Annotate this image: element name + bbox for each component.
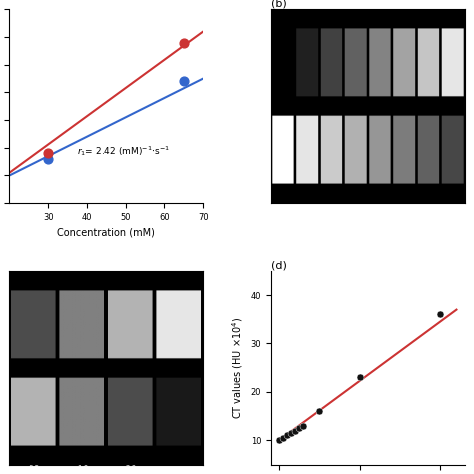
Text: 2.0: 2.0 bbox=[126, 465, 137, 472]
Point bbox=[292, 427, 299, 435]
Y-axis label: CT values (HU ×10$^4$): CT values (HU ×10$^4$) bbox=[230, 317, 245, 419]
Point bbox=[283, 432, 291, 439]
Text: 1.0: 1.0 bbox=[77, 465, 88, 472]
Point bbox=[180, 39, 188, 46]
Point bbox=[356, 374, 364, 381]
Point bbox=[300, 422, 307, 429]
Point bbox=[45, 149, 52, 157]
Point bbox=[437, 310, 444, 318]
Text: (b): (b) bbox=[271, 0, 287, 9]
Text: (d): (d) bbox=[271, 260, 287, 270]
Point bbox=[45, 155, 52, 163]
Point bbox=[287, 429, 295, 437]
Text: $r_1$= 2.42 (mM)$^{-1}$$\cdot$s$^{-1}$: $r_1$= 2.42 (mM)$^{-1}$$\cdot$s$^{-1}$ bbox=[77, 144, 170, 158]
X-axis label: Concentration (mM): Concentration (mM) bbox=[57, 228, 155, 237]
Point bbox=[316, 408, 323, 415]
Text: 0.5: 0.5 bbox=[28, 465, 40, 472]
Point bbox=[275, 437, 283, 444]
Point bbox=[279, 434, 287, 442]
Point bbox=[180, 78, 188, 85]
Point bbox=[295, 424, 303, 432]
